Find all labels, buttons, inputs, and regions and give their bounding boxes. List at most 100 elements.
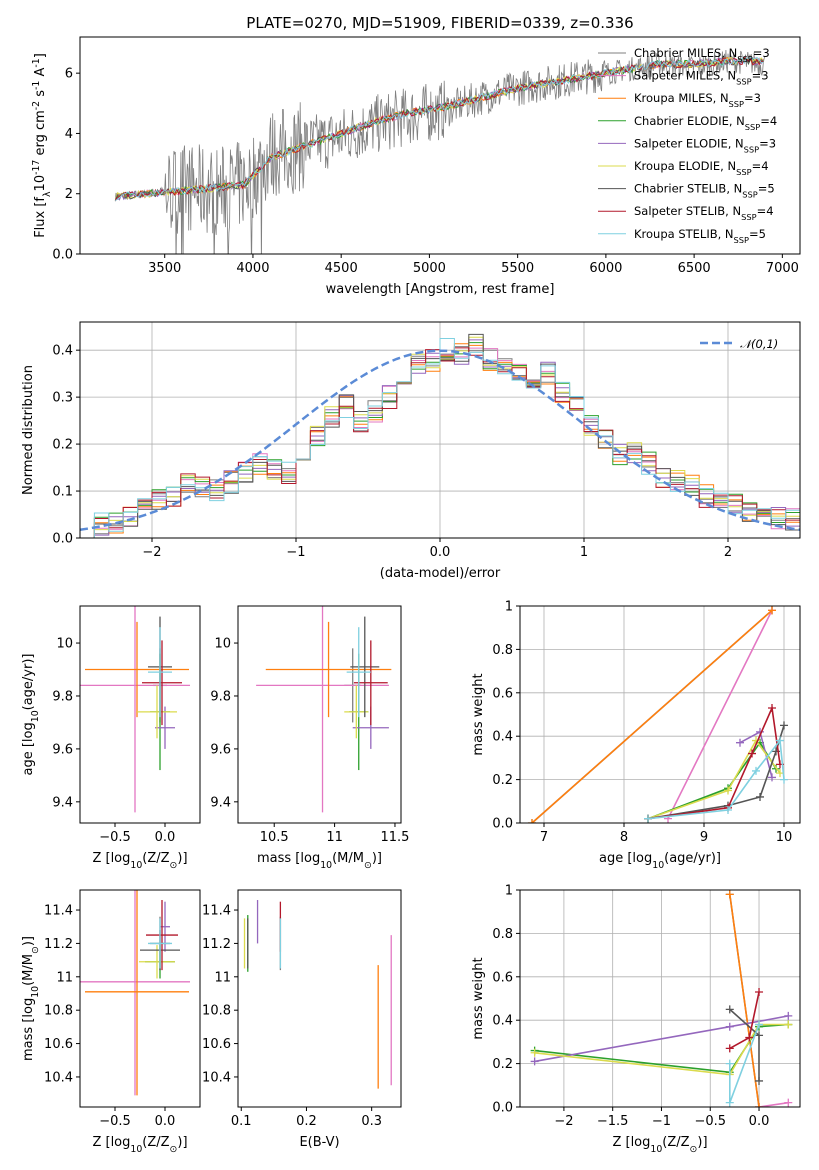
y-tick-label: 1 (505, 600, 513, 615)
weight-line (667, 609, 773, 820)
weight-marker (725, 1044, 734, 1053)
y-tick-label: 10 (56, 637, 73, 652)
y-tick-label: 10 (214, 637, 231, 652)
mass_vs_EBV-points (243, 900, 392, 1089)
y-tick-label: 11 (56, 970, 73, 985)
x-tick-label: 7000 (766, 261, 799, 276)
model-spectrum-line (114, 56, 764, 201)
weight-marker (780, 775, 788, 784)
legend-label: Salpeter MILES, NSSP=3 (634, 69, 769, 87)
legend-label: Chabrier STELIB, NSSP=5 (634, 182, 775, 200)
figure-title: PLATE=0270, MJD=51909, FIBERID=0339, z=0… (246, 14, 633, 32)
axes-frame (519, 605, 801, 824)
x-tick-label: 1 (580, 545, 588, 560)
x-tick-label: 4000 (236, 261, 269, 276)
y-tick-label: 0.6 (492, 686, 513, 701)
x-tick-label: 4500 (325, 261, 358, 276)
x-tick-label: 10.5 (260, 830, 289, 845)
weight-marker (724, 786, 732, 795)
age_vs_mass-points (256, 606, 392, 813)
weight-line (531, 609, 773, 823)
x-tick-label: 0.1 (231, 1114, 252, 1129)
y-axis-label: mass [log10(M/M⊙)] (21, 936, 41, 1061)
y-tick-label: 0.0 (492, 817, 513, 832)
x-tick-label: 0.0 (155, 830, 176, 845)
age_vs_Z-axes: −0.5 0.0 9.4 9.6 9.8 10 Z [log10(Z/Z⊙)] age [lo… (21, 605, 201, 871)
weight-line (647, 705, 781, 820)
weight-marker (768, 773, 776, 782)
x-tick-label: −1 (286, 545, 305, 560)
x-axis-label: Z [log10(Z/Z⊙)] (92, 851, 187, 871)
x-tick-label: 0.2 (296, 1114, 317, 1129)
x-tick-label: 5500 (501, 261, 534, 276)
weight-line (534, 1023, 789, 1076)
x-tick-label: 11.5 (380, 830, 409, 845)
age_vs_Z-points (80, 606, 190, 813)
y-tick-label: 10.4 (202, 1070, 231, 1085)
x-tick-label: −0.5 (99, 830, 131, 845)
weight-marker (755, 1103, 764, 1107)
weight-marker (748, 749, 756, 758)
y-tick-label: 4 (65, 127, 73, 142)
x-tick-label: 11 (326, 830, 343, 845)
legend-label: Kroupa MILES, NSSP=3 (634, 91, 761, 109)
age_vs_mass-axes: 10.5 11 11.5 9.4 9.6 9.8 10 mass [log10(M/M⊙)] (210, 605, 409, 871)
y-tick-label: 0.8 (492, 643, 513, 658)
weight_vs_Z-axes: −2 −1.5 −1 −0.5 0.0 0.0 0.2 0.4 0.6 0.8 1 Z [log10(… (471, 884, 801, 1155)
weight-marker (725, 1098, 734, 1107)
y-tick-label: 9.4 (210, 795, 231, 810)
legend-label: Chabrier MILES, NSSP=3 (634, 46, 770, 64)
y-tick-label: 0.2 (52, 438, 73, 453)
axes-frame (79, 605, 201, 824)
x-tick-label: −0.5 (99, 1114, 131, 1129)
legend-label: Salpeter ELODIE, NSSP=3 (634, 136, 776, 154)
y-tick-label: 9.6 (52, 742, 73, 757)
residuals-axes: −2 −1 0.0 1 2 0.0 0.1 0.2 0.3 0.4 (data-model)/err… (21, 321, 801, 581)
x-tick-label: −2 (142, 545, 161, 560)
x-tick-label: −1 (652, 1114, 671, 1129)
weight-marker (755, 1076, 764, 1085)
weight-line (647, 741, 777, 820)
weight-marker (755, 1020, 764, 1029)
x-tick-label: 9 (700, 830, 708, 845)
y-tick-label: 0.0 (52, 248, 73, 263)
weight-marker (776, 736, 784, 745)
x-tick-label: −1.5 (597, 1114, 629, 1129)
x-tick-label: 6000 (589, 261, 622, 276)
spectrum-data-group (114, 49, 766, 254)
weight-marker (784, 1011, 793, 1020)
weight-marker (644, 814, 652, 823)
weight-marker (530, 1057, 539, 1066)
gaussian-legend-label: 𝒩(0,1) (740, 337, 778, 351)
y-tick-label: 0.1 (52, 485, 73, 500)
x-axis-label: wavelength [Angstrom, rest frame] (326, 282, 555, 297)
y-tick-label: 10.8 (44, 1004, 73, 1019)
x-tick-label: 6500 (678, 261, 711, 276)
y-tick-label: 10.6 (202, 1037, 231, 1052)
y-tick-label: 0.4 (492, 1014, 513, 1029)
axes-frame (79, 321, 801, 539)
weight-marker (780, 721, 788, 730)
x-axis-label: mass [log10(M/M⊙)] (257, 851, 382, 871)
x-tick-label: 2 (724, 545, 732, 560)
x-axis-label: Z [log10(Z/Z⊙)] (612, 1135, 707, 1155)
weight-line (758, 1101, 789, 1107)
model-spectrum-line (114, 56, 764, 201)
weight-marker (755, 1031, 764, 1040)
y-tick-label: 9.4 (52, 795, 73, 810)
y-tick-label: 9.8 (210, 689, 231, 704)
weight-marker (745, 1033, 754, 1042)
y-tick-label: 0.8 (492, 927, 513, 942)
y-tick-label: 11.2 (202, 937, 231, 952)
y-tick-label: 0.4 (492, 730, 513, 745)
y-tick-label: 11.4 (44, 904, 73, 919)
weight-marker (528, 819, 536, 823)
y-tick-label: 1 (505, 884, 513, 899)
y-tick-label: 0.4 (52, 344, 73, 359)
y-tick-label: 11.4 (202, 904, 231, 919)
legend-label: Kroupa ELODIE, NSSP=4 (634, 159, 769, 177)
weight-marker (784, 1020, 793, 1029)
mass_vs_Z-axes: −0.5 0.0 10.4 10.6 10.8 11 11.2 11.4 Z [log10(Z/… (21, 889, 201, 1155)
y-tick-label: 6 (65, 67, 73, 82)
